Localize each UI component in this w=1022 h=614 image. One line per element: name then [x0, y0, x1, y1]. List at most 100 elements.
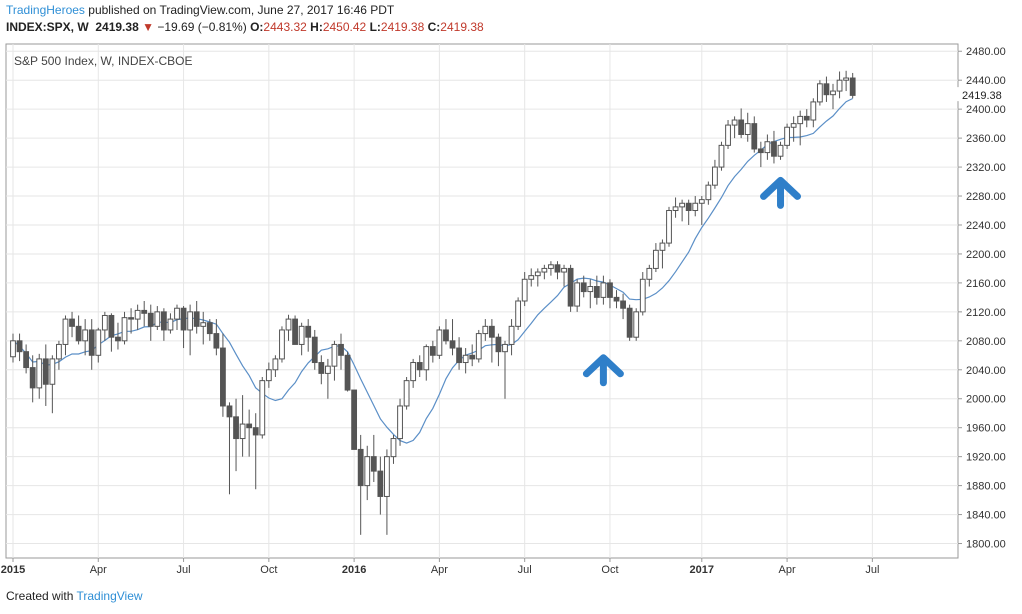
plot-area — [5, 43, 959, 559]
candle-down — [771, 141, 777, 157]
candle-up — [36, 358, 43, 389]
candle-up — [718, 144, 725, 168]
x-tick-label: Oct — [601, 564, 618, 576]
candle-down — [469, 354, 476, 360]
candle-up — [600, 282, 607, 298]
candle-up — [423, 346, 430, 371]
candle-up — [154, 311, 161, 327]
candle-up — [56, 343, 62, 360]
candle-down — [803, 115, 810, 121]
candle-up — [403, 380, 410, 407]
candle-down — [318, 362, 325, 374]
y-tick-label: 2160.00 — [966, 278, 1006, 290]
quote-line: INDEX:SPX, W 2419.38 ▼ −19.69 (−0.81%) O… — [6, 19, 1016, 36]
candle-up — [777, 144, 784, 157]
candle-up — [397, 405, 403, 440]
y-tick-label: 2320.00 — [966, 162, 1006, 174]
low-label: L: — [369, 20, 381, 34]
candle-up — [712, 166, 718, 186]
candle-down — [226, 405, 233, 418]
candle-down — [613, 296, 620, 302]
candle-down — [823, 83, 830, 96]
close-value: 2419.38 — [440, 20, 484, 34]
candle-down — [42, 358, 49, 385]
candle-up — [95, 329, 102, 356]
candle-up — [436, 329, 443, 356]
created-with-label: Created with — [6, 589, 74, 603]
candle-down — [344, 354, 351, 391]
footer: Created with TradingView — [6, 589, 143, 603]
annotations — [582, 176, 802, 387]
candle-up — [639, 278, 646, 313]
candle-down — [75, 325, 82, 342]
candle-up — [731, 119, 738, 126]
x-axis[interactable]: 2015 Apr Jul Oct 2016 Apr Jul Oct 2017 Apr Jul — [1, 558, 880, 576]
candle-up — [692, 202, 699, 212]
candle-up — [725, 124, 731, 146]
candle-down — [580, 282, 587, 293]
candle-up — [515, 300, 522, 327]
candle-down — [626, 307, 633, 338]
y-tick-label: 2240.00 — [966, 220, 1006, 232]
candle-up — [390, 438, 397, 458]
candle-up — [121, 317, 128, 342]
high-label: H: — [310, 20, 323, 34]
candle-up — [10, 340, 16, 358]
y-tick-label: 1920.00 — [966, 452, 1006, 464]
last-price-axis-label: 2419.38 — [962, 90, 1002, 102]
last-price-tag — [956, 87, 1010, 102]
symbol-label: INDEX:SPX, W — [6, 20, 89, 34]
y-tick-label: 1880.00 — [966, 481, 1006, 493]
candle-down — [193, 311, 200, 327]
author-link[interactable]: TradingHeroes — [6, 3, 85, 17]
candle-up — [285, 318, 292, 331]
high-value: 2450.42 — [322, 20, 367, 34]
candle-up — [82, 329, 89, 342]
candle-up — [797, 115, 804, 125]
last-price: 2419.38 — [95, 20, 139, 34]
open-value: 2443.32 — [263, 20, 307, 34]
y-tick-label: 2480.00 — [966, 46, 1006, 58]
candle-down — [456, 347, 462, 364]
candle-up — [62, 318, 69, 345]
close-label: C: — [427, 20, 441, 34]
candle-up — [534, 271, 541, 277]
y-tick-label: 2120.00 — [966, 307, 1006, 319]
candle-up — [134, 309, 141, 320]
candle-down — [206, 322, 213, 335]
tradingview-link[interactable]: TradingView — [76, 589, 143, 603]
price-chart[interactable]: 1800.00 1840.00 1880.00 1920.00 1960.00 2000.… — [0, 38, 1022, 584]
candle-up — [259, 380, 266, 436]
candle-down — [554, 264, 561, 273]
x-tick-label: Jul — [518, 564, 532, 576]
candle-down — [141, 309, 148, 314]
candle-down — [495, 336, 502, 353]
candle-down — [338, 343, 344, 356]
candle-down — [180, 307, 187, 331]
x-tick-label: 2017 — [690, 564, 714, 576]
candle-down — [23, 351, 30, 369]
candle-down — [160, 311, 167, 331]
candle-up — [764, 141, 771, 154]
candle-down — [751, 123, 758, 150]
candle-down — [370, 456, 377, 472]
candle-up — [364, 456, 371, 487]
candle-up — [666, 210, 672, 244]
candle-up — [410, 362, 417, 382]
candle-up — [679, 202, 686, 208]
candle-up — [659, 242, 666, 251]
candle-up — [331, 343, 338, 367]
candle-up — [744, 123, 751, 135]
up-arrow-icon — [582, 354, 624, 378]
candle-down — [620, 300, 626, 309]
candle-down — [449, 340, 456, 349]
candle-down — [377, 470, 384, 497]
candle-down — [351, 389, 358, 450]
candle-up — [462, 354, 469, 364]
y-axis[interactable]: 1800.00 1840.00 1880.00 1920.00 1960.00 2000.… — [958, 46, 1006, 551]
y-tick-label: 2280.00 — [966, 191, 1006, 203]
price-change: −19.69 (−0.81%) — [157, 20, 247, 34]
candle-up — [843, 77, 850, 81]
x-tick-label: Apr — [90, 564, 107, 576]
candle-up — [482, 325, 489, 335]
